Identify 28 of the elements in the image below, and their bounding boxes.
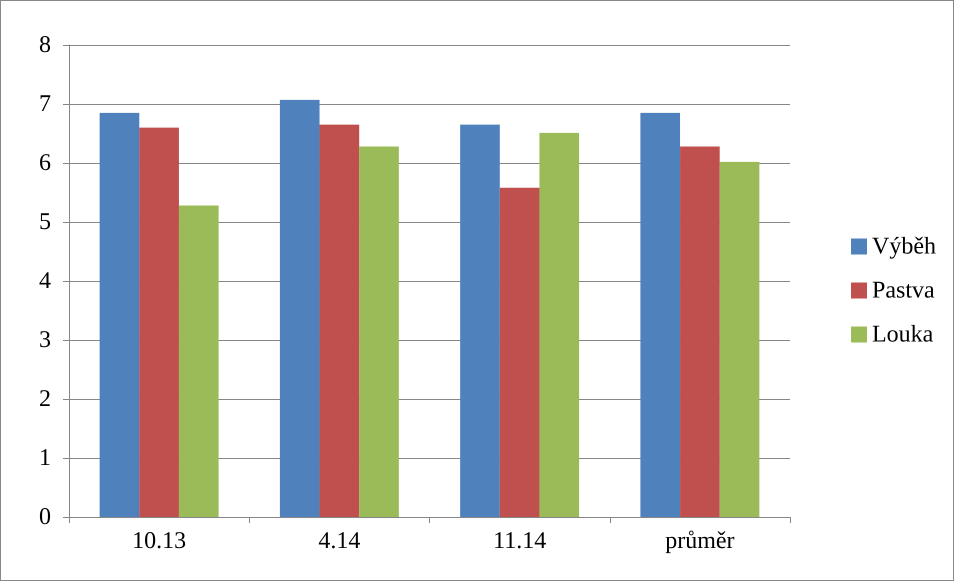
legend-label: Výběh (872, 234, 936, 260)
bar (460, 124, 500, 517)
bar (640, 112, 680, 517)
y-tick-label: 6 (39, 150, 51, 176)
y-tick-label: 5 (39, 209, 51, 235)
bar (280, 100, 320, 517)
y-tick-label: 0 (39, 504, 51, 530)
bar (139, 128, 179, 517)
x-tick-label: 10.13 (132, 528, 186, 554)
bar (100, 112, 140, 517)
bar (720, 162, 760, 517)
bar (539, 132, 580, 517)
legend-label: Pastva (872, 278, 936, 304)
bar (359, 146, 399, 517)
bar (320, 124, 360, 517)
x-tick-label: 11.14 (493, 528, 546, 554)
bar (500, 188, 540, 517)
x-tick-label: průměr (665, 528, 735, 554)
bar (178, 205, 219, 517)
y-tick-label: 3 (39, 327, 51, 353)
bar (680, 146, 720, 517)
legend-label: Louka (872, 322, 934, 348)
x-tick-label: 4.14 (318, 528, 360, 554)
y-tick-label: 7 (39, 91, 51, 117)
y-tick-label: 2 (39, 386, 51, 412)
y-tick-label: 1 (39, 445, 51, 471)
y-tick-label: 8 (39, 32, 51, 58)
y-tick-label: 4 (39, 268, 51, 294)
